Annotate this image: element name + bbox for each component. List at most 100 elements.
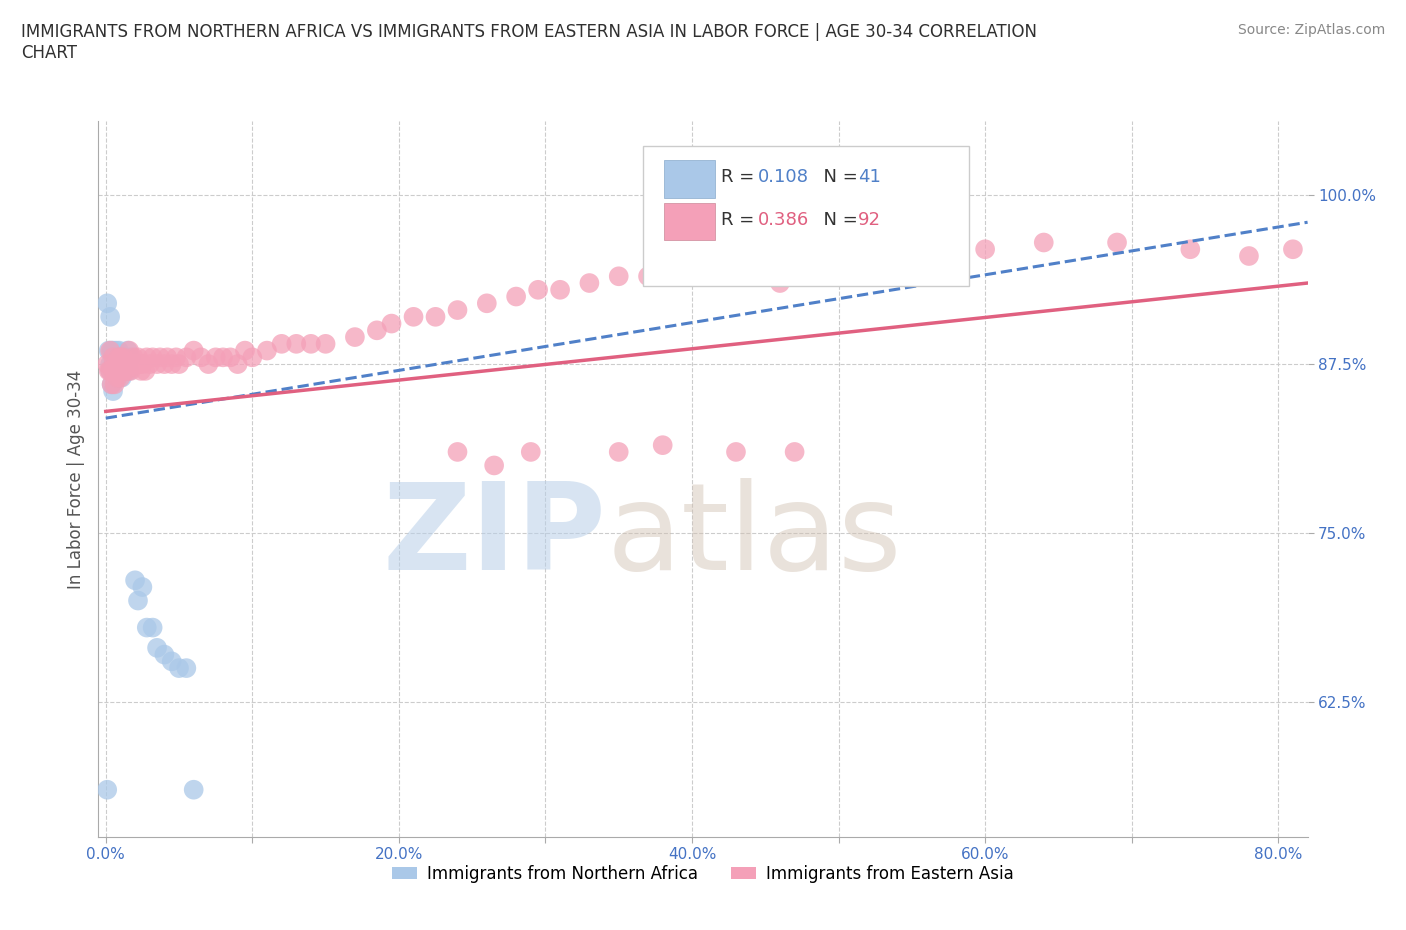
Point — [204, 350, 226, 365]
Point — [101, 364, 124, 379]
Point — [114, 364, 136, 379]
Point — [673, 269, 696, 284]
Point — [110, 364, 132, 379]
Point — [107, 357, 129, 372]
Point — [856, 256, 879, 271]
Point — [103, 350, 125, 365]
Point — [156, 350, 179, 365]
Y-axis label: In Labor Force | Age 30-34: In Labor Force | Age 30-34 — [66, 369, 84, 589]
Point — [108, 343, 131, 358]
Point — [101, 350, 124, 365]
Point — [402, 310, 425, 325]
Point — [176, 350, 198, 365]
Text: atlas: atlas — [606, 478, 901, 595]
Point — [197, 357, 219, 372]
FancyBboxPatch shape — [664, 204, 716, 241]
Text: 41: 41 — [858, 168, 880, 187]
Point — [153, 357, 176, 372]
Point — [343, 329, 366, 344]
Point — [167, 357, 190, 372]
Point — [783, 445, 806, 459]
Point — [315, 337, 337, 352]
Point — [134, 364, 156, 379]
Text: N =: N = — [811, 168, 863, 187]
Text: R =: R = — [721, 211, 761, 230]
Point — [769, 275, 792, 290]
Point — [299, 337, 322, 352]
Point — [974, 242, 997, 257]
Point — [103, 377, 125, 392]
Point — [100, 377, 122, 392]
Point — [820, 262, 842, 277]
Point — [96, 296, 118, 311]
Point — [270, 337, 292, 352]
Point — [112, 350, 135, 365]
Point — [117, 343, 139, 358]
FancyBboxPatch shape — [643, 146, 969, 286]
Point — [124, 357, 146, 372]
Point — [1237, 248, 1260, 263]
Point — [111, 357, 134, 372]
Text: 92: 92 — [858, 211, 880, 230]
Point — [240, 350, 263, 365]
Point — [111, 370, 134, 385]
Point — [98, 310, 121, 325]
Point — [120, 350, 142, 365]
Point — [108, 350, 131, 365]
Point — [131, 357, 153, 372]
Point — [100, 343, 122, 358]
Point — [138, 357, 160, 372]
Point — [105, 357, 128, 372]
Point — [380, 316, 402, 331]
Point — [520, 445, 543, 459]
Point — [110, 350, 132, 365]
Point — [233, 343, 256, 358]
Text: N =: N = — [811, 211, 863, 230]
Point — [190, 350, 212, 365]
Point — [107, 370, 129, 385]
Point — [446, 302, 468, 317]
Point — [98, 357, 121, 372]
Point — [176, 660, 198, 675]
Point — [120, 364, 142, 379]
Text: ZIP: ZIP — [382, 478, 606, 595]
Point — [129, 364, 152, 379]
Point — [121, 357, 143, 372]
Point — [183, 343, 205, 358]
Point — [425, 310, 447, 325]
Point — [505, 289, 527, 304]
Point — [97, 364, 120, 379]
Point — [112, 350, 135, 365]
Point — [710, 269, 733, 284]
Point — [114, 357, 136, 372]
Point — [226, 357, 249, 372]
Point — [149, 350, 172, 365]
Text: 0.386: 0.386 — [758, 211, 808, 230]
Point — [111, 350, 134, 365]
Point — [142, 620, 165, 635]
Point — [100, 377, 122, 392]
Point — [212, 350, 235, 365]
Point — [127, 593, 149, 608]
Point — [146, 357, 169, 372]
Point — [103, 364, 125, 379]
Point — [637, 269, 659, 284]
Point — [118, 343, 141, 358]
Point — [96, 357, 118, 372]
Point — [117, 364, 139, 379]
Point — [111, 364, 134, 379]
Point — [122, 350, 145, 365]
Point — [1032, 235, 1054, 250]
Point — [651, 438, 673, 453]
Point — [366, 323, 388, 338]
Point — [446, 445, 468, 459]
Point — [256, 343, 278, 358]
Point — [98, 364, 121, 379]
Point — [285, 337, 308, 352]
Point — [128, 357, 150, 372]
Point — [131, 579, 153, 594]
Point — [115, 357, 138, 372]
Point — [103, 364, 125, 379]
Point — [548, 283, 571, 298]
Point — [107, 370, 129, 385]
